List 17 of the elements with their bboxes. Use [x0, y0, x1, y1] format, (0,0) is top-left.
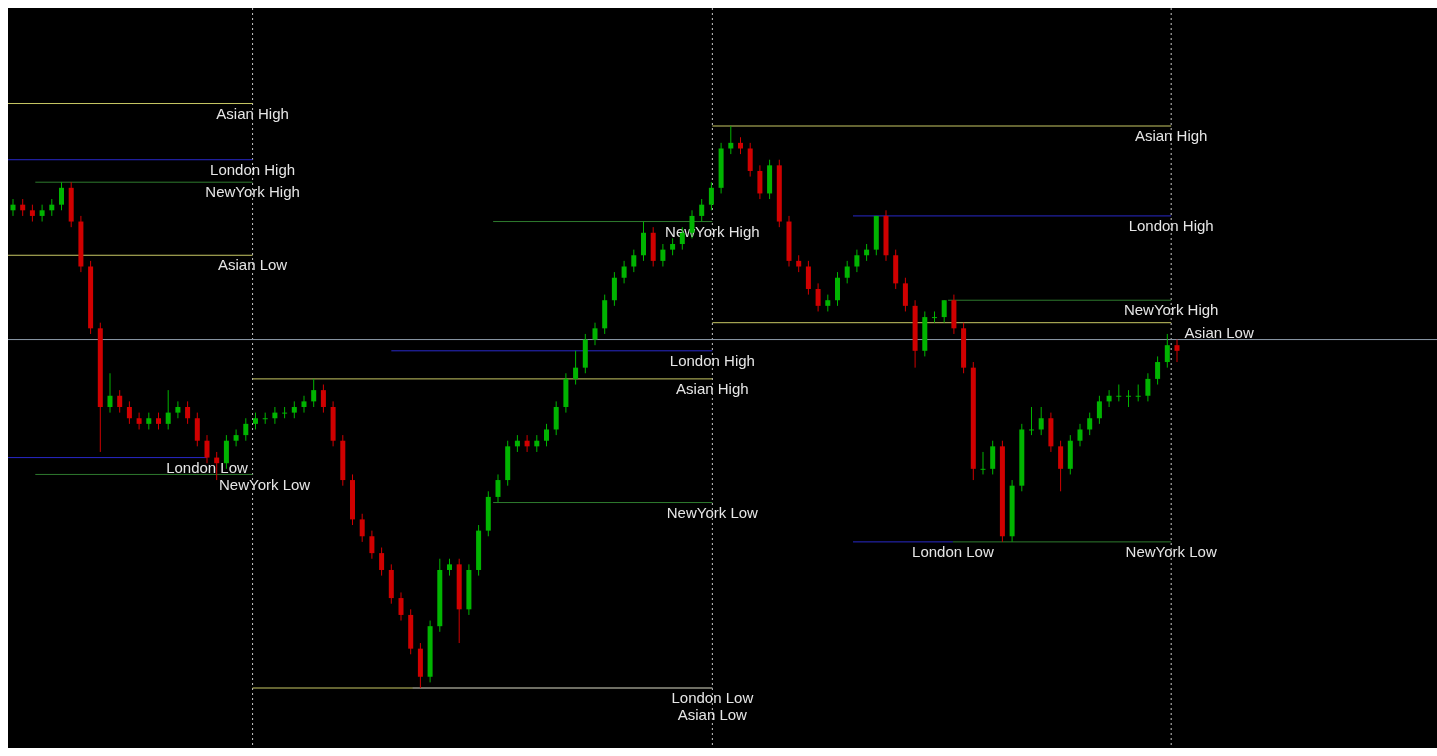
ref-line-label: Asian High: [1134, 127, 1208, 144]
ref-line-label: NewYork Low: [666, 503, 759, 521]
ref-line-label: NewYork High: [1123, 301, 1219, 319]
ref-line-label: Asian Low: [677, 706, 748, 723]
ref-line-label: NewYork High: [205, 183, 300, 201]
ref-line-label: Asian High: [216, 104, 289, 122]
ref-line-label: NewYork Low: [1125, 542, 1217, 560]
ref-line-label: London Low: [912, 542, 994, 560]
ref-line-label: Asian Low: [217, 256, 288, 274]
ref-line-label: London High: [669, 351, 755, 369]
ref-line-label: London Low: [671, 689, 754, 706]
ref-line-label: London High: [210, 160, 296, 178]
ref-line-label: London Low: [166, 458, 249, 476]
ref-line-label: London High: [1128, 216, 1214, 234]
ref-line-label: Asian Low: [1184, 323, 1254, 341]
ref-line-label: NewYork Low: [219, 475, 311, 493]
ref-line-label: Asian High: [676, 379, 749, 397]
